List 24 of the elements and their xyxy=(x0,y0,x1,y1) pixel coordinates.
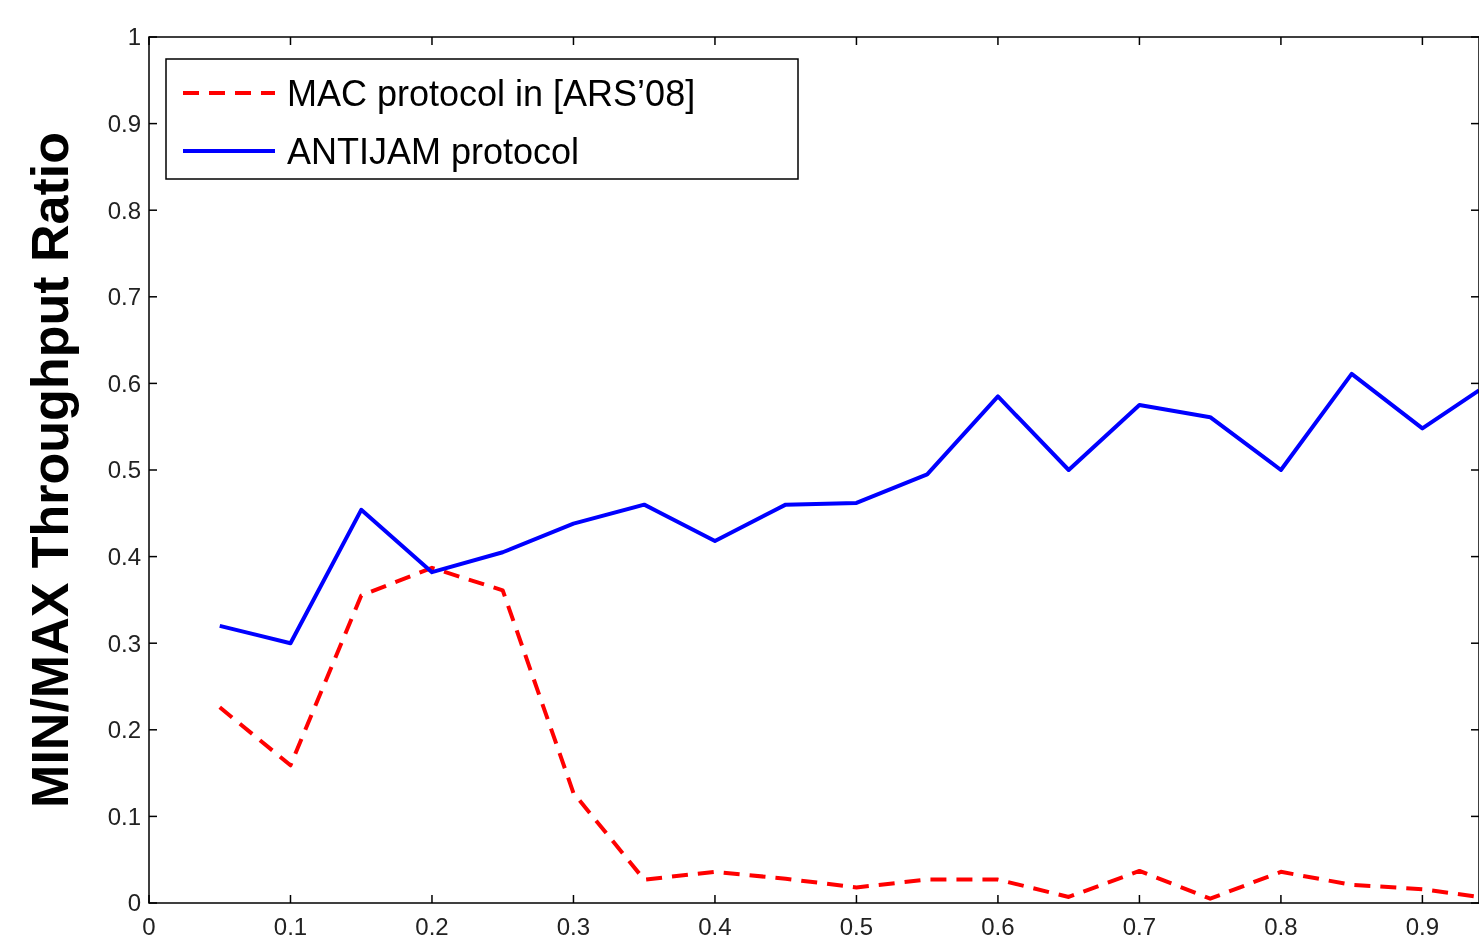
legend-label: MAC protocol in [ARS’08] xyxy=(287,72,696,114)
x-tick-label: 0.6 xyxy=(981,913,1015,940)
x-tick-label: 0.4 xyxy=(698,913,732,940)
y-tick-label: 0.3 xyxy=(107,629,141,657)
x-tick-label: 0.7 xyxy=(1122,913,1157,940)
y-tick-label: 0.9 xyxy=(107,110,141,137)
y-tick-label: 0.2 xyxy=(107,716,141,744)
x-tick-label: 0.3 xyxy=(556,913,591,940)
legend-label: ANTIJAM protocol xyxy=(287,130,580,172)
x-tick-label: 0.9 xyxy=(1405,913,1440,940)
y-tick-label: 0.6 xyxy=(107,369,141,397)
y-tick-label: 0.7 xyxy=(107,283,141,311)
y-tick-label: 0.8 xyxy=(107,196,141,224)
y-tick-label: 0.5 xyxy=(107,456,141,484)
y-tick-label: 0.4 xyxy=(107,543,141,570)
x-tick-label: 0.8 xyxy=(1264,913,1298,940)
y-tick-label: 1 xyxy=(127,23,141,51)
x-tick-label: 0.1 xyxy=(273,913,308,940)
y-axis-title: MIN/MAX Throughput Ratio xyxy=(21,132,79,808)
y-tick-label: 0 xyxy=(127,889,141,917)
x-tick-label: 0.2 xyxy=(415,913,449,940)
x-tick-label: 0.5 xyxy=(839,913,874,940)
y-tick-label: 0.1 xyxy=(107,802,141,830)
line-series xyxy=(217,371,1479,646)
